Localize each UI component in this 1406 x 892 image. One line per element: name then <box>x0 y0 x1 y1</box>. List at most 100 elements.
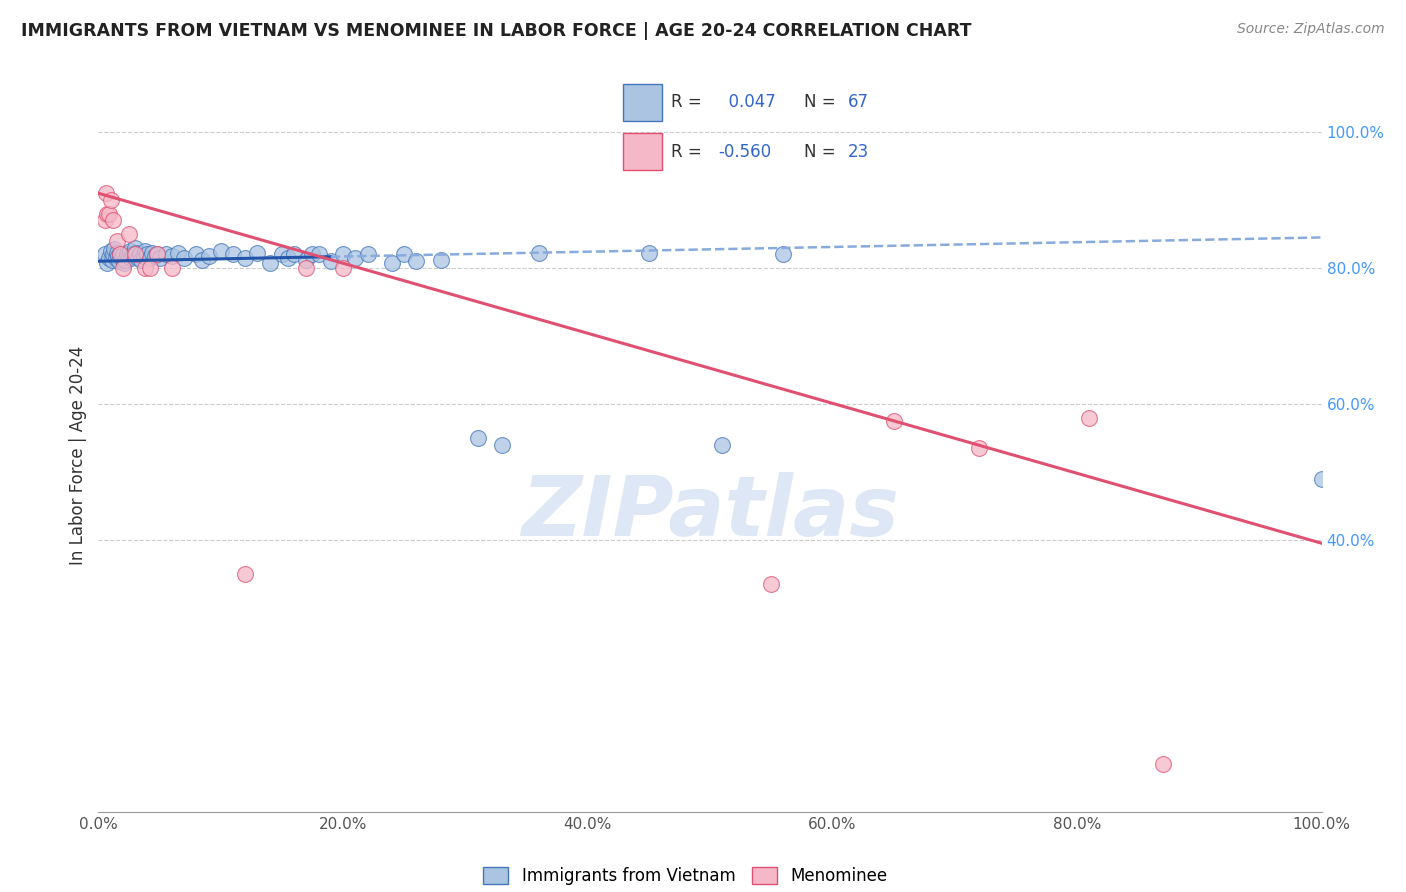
Point <box>98 207 121 221</box>
Point <box>160 249 183 263</box>
Text: N =: N = <box>804 94 835 112</box>
Point <box>121 247 143 261</box>
Point <box>711 438 734 452</box>
Point <box>344 251 367 265</box>
Point <box>1078 410 1101 425</box>
Point <box>527 246 550 260</box>
Point <box>124 247 146 261</box>
Point <box>129 252 152 267</box>
Point <box>883 414 905 428</box>
Point <box>332 247 354 261</box>
Point <box>111 260 134 275</box>
Point <box>301 247 323 261</box>
Point <box>139 251 162 265</box>
Point <box>283 247 305 261</box>
Point <box>141 246 163 260</box>
Point <box>270 247 294 261</box>
Point <box>155 247 177 261</box>
Point <box>110 247 132 261</box>
Point <box>308 247 330 261</box>
Point <box>94 186 117 201</box>
Point <box>105 234 128 248</box>
Point <box>100 244 122 258</box>
Point <box>467 431 489 445</box>
Point <box>120 244 142 258</box>
Point <box>93 213 115 227</box>
Point <box>160 260 183 275</box>
Y-axis label: In Labor Force | Age 20-24: In Labor Force | Age 20-24 <box>69 345 87 565</box>
Point <box>405 254 427 268</box>
Text: R =: R = <box>671 143 702 161</box>
Point <box>186 247 208 261</box>
Point <box>295 252 318 267</box>
Text: 23: 23 <box>848 143 869 161</box>
Point <box>132 249 155 263</box>
Point <box>96 255 118 269</box>
Point <box>167 246 190 260</box>
Legend: Immigrants from Vietnam, Menominee: Immigrants from Vietnam, Menominee <box>484 867 887 886</box>
Point <box>381 255 404 269</box>
Point <box>104 251 127 265</box>
Point <box>143 249 166 263</box>
Point <box>139 260 162 275</box>
Point <box>149 251 172 265</box>
FancyBboxPatch shape <box>623 133 662 170</box>
Point <box>129 247 152 261</box>
Point <box>246 246 269 260</box>
Point <box>103 242 125 256</box>
Point <box>118 249 141 263</box>
Point <box>101 213 124 227</box>
Point <box>967 441 990 455</box>
Point <box>430 252 453 267</box>
Point <box>108 254 131 268</box>
Point <box>107 249 129 263</box>
Point <box>392 247 416 261</box>
Point <box>277 251 299 265</box>
Point <box>111 251 134 265</box>
Text: 67: 67 <box>848 94 869 112</box>
Point <box>356 247 378 261</box>
Point <box>115 247 138 261</box>
Point <box>233 251 256 265</box>
Point <box>101 252 124 267</box>
Text: IMMIGRANTS FROM VIETNAM VS MENOMINEE IN LABOR FORCE | AGE 20-24 CORRELATION CHAR: IMMIGRANTS FROM VIETNAM VS MENOMINEE IN … <box>21 22 972 40</box>
FancyBboxPatch shape <box>623 84 662 121</box>
Point <box>93 247 115 261</box>
Point <box>112 255 135 269</box>
Point <box>233 566 256 581</box>
Point <box>146 247 169 261</box>
Point <box>197 249 219 263</box>
Point <box>491 438 513 452</box>
Point <box>114 252 136 267</box>
Point <box>101 247 124 261</box>
Point <box>118 227 141 241</box>
Point <box>332 260 354 275</box>
Point <box>295 260 318 275</box>
Point <box>319 254 342 268</box>
Text: R =: R = <box>671 94 702 112</box>
Text: -0.560: -0.560 <box>718 143 770 161</box>
Text: ZIPatlas: ZIPatlas <box>522 472 898 552</box>
Point <box>146 247 169 261</box>
Point <box>222 247 245 261</box>
Point <box>638 246 661 260</box>
Point <box>761 577 783 591</box>
Point <box>110 247 132 261</box>
Point <box>111 247 134 261</box>
Point <box>209 244 232 258</box>
Point <box>134 244 156 258</box>
Point <box>191 252 214 267</box>
Point <box>136 247 159 261</box>
Point <box>124 241 146 255</box>
Point <box>1310 472 1333 486</box>
Point <box>98 251 121 265</box>
Point <box>96 207 118 221</box>
Point <box>772 247 794 261</box>
Point <box>120 251 142 265</box>
Point <box>1152 757 1174 772</box>
Text: N =: N = <box>804 143 835 161</box>
Point <box>100 193 122 207</box>
Point <box>134 260 156 275</box>
Point <box>173 251 195 265</box>
Point <box>105 246 128 260</box>
